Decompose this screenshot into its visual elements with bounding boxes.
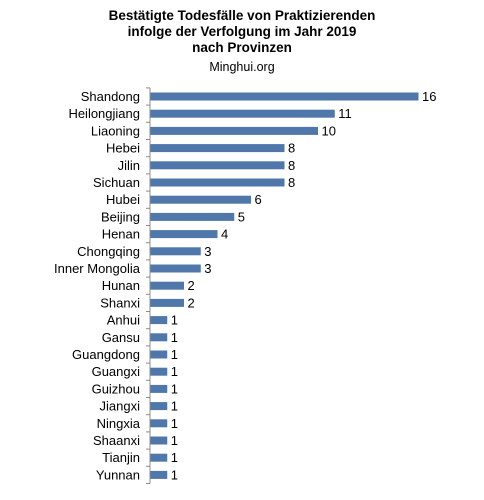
bar-ningxia (150, 419, 168, 428)
bar-hunan (150, 281, 184, 290)
bar-hebei (150, 144, 285, 153)
value-label-heilongjiang: 11 (338, 106, 352, 121)
value-label-hebei: 8 (288, 141, 295, 156)
bar-tianjin (150, 453, 168, 462)
category-label-gansu: Gansu (102, 330, 140, 345)
category-label-hunan: Hunan (102, 278, 140, 293)
category-label-henan: Henan (102, 227, 140, 242)
chart-title-line-1: Bestätigte Todesfälle von Praktizierende… (108, 8, 376, 23)
category-label-guizhou: Guizhou (92, 381, 140, 396)
value-label-henan: 4 (221, 227, 228, 242)
value-label-yunnan: 1 (171, 467, 178, 482)
category-label-beijing: Beijing (101, 209, 140, 224)
value-label-guangxi: 1 (171, 364, 178, 379)
value-label-gansu: 1 (171, 330, 178, 345)
bar-liaoning (150, 126, 318, 135)
category-label-yunnan: Yunnan (96, 467, 140, 482)
category-label-guangdong: Guangdong (72, 347, 140, 362)
bar-guangdong (150, 350, 168, 359)
category-label-tianjin: Tianjin (102, 450, 140, 465)
category-label-hebei: Hebei (106, 141, 140, 156)
bar-guizhou (150, 384, 168, 393)
value-label-liaoning: 10 (322, 123, 336, 138)
value-label-shandong: 16 (422, 89, 436, 104)
bar-beijing (150, 212, 235, 221)
bar-henan (150, 230, 218, 239)
value-label-shanxi: 2 (188, 295, 195, 310)
bar-shanxi (150, 298, 184, 307)
value-label-inner-mongolia: 3 (204, 261, 211, 276)
value-label-ningxia: 1 (171, 416, 178, 431)
category-label-inner-mongolia: Inner Mongolia (54, 261, 141, 276)
category-label-liaoning: Liaoning (91, 123, 140, 138)
category-label-chongqing: Chongqing (77, 244, 140, 259)
bar-gansu (150, 333, 168, 342)
chart-title-line-3: nach Provinzen (192, 40, 292, 55)
value-label-jilin: 8 (288, 158, 295, 173)
value-label-guizhou: 1 (171, 381, 178, 396)
category-label-guangxi: Guangxi (92, 364, 141, 379)
bar-hubei (150, 195, 251, 204)
category-label-anhui: Anhui (107, 313, 140, 328)
chart-title: Bestätigte Todesfälle von Praktizierende… (0, 8, 484, 56)
bar-chongqing (150, 247, 201, 256)
value-label-anhui: 1 (171, 313, 178, 328)
category-label-shandong: Shandong (81, 89, 140, 104)
bar-jiangxi (150, 402, 168, 411)
bar-inner-mongolia (150, 264, 201, 273)
value-label-beijing: 5 (238, 209, 245, 224)
value-label-hubei: 6 (255, 192, 262, 207)
value-label-chongqing: 3 (204, 244, 211, 259)
category-label-shanxi: Shanxi (100, 295, 140, 310)
bar-guangxi (150, 367, 168, 376)
value-label-hunan: 2 (188, 278, 195, 293)
category-label-ningxia: Ningxia (97, 416, 141, 431)
category-label-hubei: Hubei (106, 192, 140, 207)
chart-source: Minghui.org (209, 60, 275, 74)
value-label-guangdong: 1 (171, 347, 178, 362)
chart-title-line-2: infolge der Verfolgung im Jahr 2019 (127, 24, 357, 39)
category-label-sichuan: Sichuan (93, 175, 140, 190)
category-label-jiangxi: Jiangxi (100, 399, 141, 414)
category-label-shaanxi: Shaanxi (93, 433, 140, 448)
bar-shaanxi (150, 436, 168, 445)
bar-shandong (150, 92, 419, 101)
bar-sichuan (150, 178, 285, 187)
value-label-shaanxi: 1 (171, 433, 178, 448)
value-label-jiangxi: 1 (171, 399, 178, 414)
bar-heilongjiang (150, 109, 335, 118)
category-label-heilongjiang: Heilongjiang (68, 106, 140, 121)
value-label-tianjin: 1 (171, 450, 178, 465)
bar-anhui (150, 316, 168, 325)
value-label-sichuan: 8 (288, 175, 295, 190)
category-label-jilin: Jilin (118, 158, 140, 173)
bar-yunnan (150, 470, 168, 479)
bar-jilin (150, 161, 285, 170)
